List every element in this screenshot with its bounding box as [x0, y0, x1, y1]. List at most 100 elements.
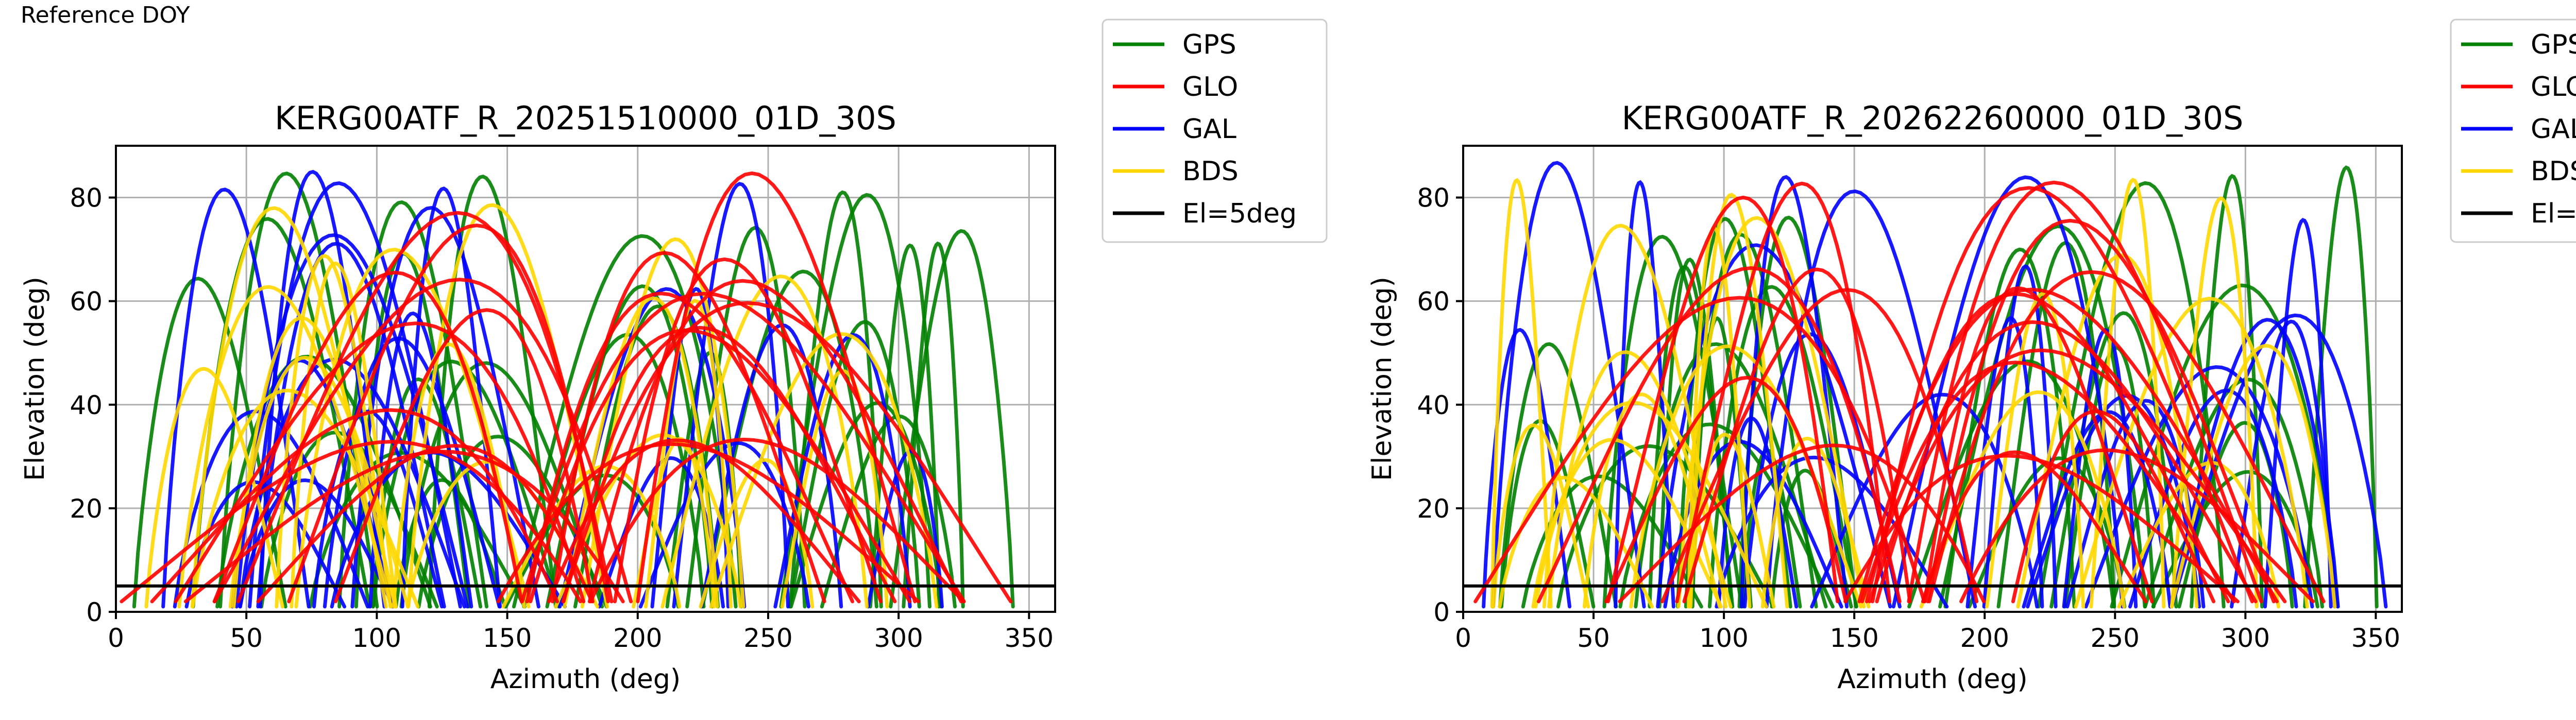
- gal-track: [2026, 393, 2201, 609]
- x-tick-label: 250: [743, 623, 792, 653]
- x-tick-label: 200: [613, 623, 662, 653]
- bds-track: [1985, 292, 2086, 609]
- gps-track: [2303, 165, 2379, 609]
- legend-frame: [1101, 19, 1328, 243]
- page-title: Reference DOY: [21, 2, 190, 28]
- y-tick-label: 80: [70, 183, 103, 213]
- legend-label: El=5deg: [1182, 198, 1297, 229]
- glo-track: [1907, 180, 2263, 604]
- bds-track: [2170, 344, 2337, 609]
- legend: GPS GLO GAL BDS El=5deg: [1101, 19, 1328, 243]
- bds-track: [275, 254, 393, 609]
- gal-track: [638, 441, 810, 609]
- x-tick-label: 350: [2351, 623, 2400, 653]
- bds-track: [406, 203, 609, 609]
- glo-track: [550, 251, 826, 604]
- y-tick-label: 20: [1417, 494, 1450, 524]
- y-tick-label: 60: [1417, 287, 1450, 317]
- x-tick-label: 50: [230, 623, 263, 653]
- x-tick-label: 50: [1577, 623, 1610, 653]
- gal-track: [672, 182, 790, 609]
- glo-track: [1618, 443, 1986, 604]
- legend-frame: [2450, 19, 2576, 243]
- legend-label: BDS: [1182, 156, 1239, 187]
- glo-track: [333, 308, 595, 604]
- glo-track: [1604, 375, 1848, 604]
- x-axis-label: Azimuth (deg): [490, 664, 681, 695]
- bds-track: [1689, 193, 1789, 609]
- legend-label: BDS: [2531, 156, 2576, 187]
- x-tick-label: 100: [1699, 623, 1748, 653]
- gps-track: [868, 243, 941, 609]
- chart-title: KERG00ATF_R_20251510000_01D_30S: [275, 99, 896, 137]
- bds-track: [1919, 390, 2126, 609]
- x-tick-label: 300: [874, 623, 923, 653]
- legend-label: GAL: [1182, 114, 1236, 145]
- y-tick-label: 40: [70, 390, 103, 420]
- bds-track: [2089, 178, 2166, 609]
- x-axis-label: Azimuth (deg): [1837, 664, 2027, 695]
- legend-label: GPS: [1182, 29, 1236, 60]
- legend-label: GLO: [2531, 72, 2576, 102]
- glo-track: [1868, 348, 2287, 604]
- chart-title: KERG00ATF_R_20262260000_01D_30S: [1622, 99, 2244, 137]
- gal-track: [2022, 410, 2172, 609]
- axes-frame: [1462, 145, 2403, 613]
- legend: GPS GLO GAL BDS El=5deg: [2450, 19, 2576, 243]
- gps-track: [337, 200, 488, 609]
- y-tick-label: 20: [70, 494, 103, 524]
- gal-track: [350, 205, 540, 609]
- y-tick-label: 60: [70, 287, 103, 317]
- gps-track: [2190, 174, 2264, 609]
- bds-track: [190, 206, 388, 609]
- gps-track: [132, 277, 287, 609]
- glo-track: [1682, 267, 1912, 604]
- gal-track: [2263, 218, 2333, 609]
- bds-track: [1490, 178, 1553, 609]
- glo-track: [613, 257, 883, 604]
- glo-track: [1860, 361, 2236, 604]
- glo-track: [174, 321, 586, 604]
- gps-track: [308, 451, 527, 609]
- x-tick-label: 0: [1455, 623, 1471, 653]
- glo-track: [1923, 286, 2154, 604]
- bds-track: [1534, 401, 1768, 609]
- glo-track: [561, 301, 1013, 604]
- bds-track: [580, 237, 745, 609]
- axes-frame: [115, 145, 1056, 613]
- satellite-tracks: [1473, 161, 2388, 609]
- y-tick-label: 0: [1433, 597, 1450, 627]
- glo-track: [1921, 450, 2148, 604]
- gal-track: [1982, 264, 2058, 609]
- legend-label: El=5deg: [2531, 198, 2576, 229]
- x-tick-label: 150: [483, 623, 532, 653]
- glo-track: [183, 450, 625, 604]
- glo-track: [1875, 320, 2258, 604]
- x-tick-label: 150: [1829, 623, 1878, 653]
- glo-track: [1927, 270, 2326, 604]
- legend-label: GAL: [2531, 114, 2576, 145]
- glo-track: [636, 171, 917, 604]
- y-axis-label: Elevation (deg): [20, 277, 50, 481]
- gal-track: [1965, 316, 2044, 609]
- x-tick-label: 250: [2091, 623, 2140, 653]
- glo-track: [120, 440, 582, 604]
- glo-track: [1857, 287, 2279, 604]
- bds-track: [1542, 224, 1728, 609]
- x-tick-label: 200: [1960, 623, 2009, 653]
- y-tick-label: 80: [1417, 183, 1450, 213]
- bds-track: [554, 433, 742, 609]
- bds-track: [1687, 226, 1752, 609]
- glo-track: [562, 325, 897, 604]
- gal-track: [1717, 416, 1799, 609]
- chart-panel-1: 0 50 100 150 200 250 300 350 0 20 40 60 80 KERG00ATF_…: [20, 19, 1328, 695]
- y-tick-label: 0: [86, 597, 103, 627]
- y-axis-label: Elevation (deg): [1367, 277, 1398, 481]
- gps-track: [889, 229, 1015, 609]
- x-tick-label: 350: [1005, 623, 1054, 653]
- x-tick-label: 300: [2221, 623, 2270, 653]
- chart-panel-2: 0 50 100 150 200 250 300 350 0 20 40 60 80 KERG00ATF_…: [1367, 19, 2576, 695]
- glo-track: [1871, 186, 2254, 604]
- legend-label: GPS: [2531, 29, 2576, 60]
